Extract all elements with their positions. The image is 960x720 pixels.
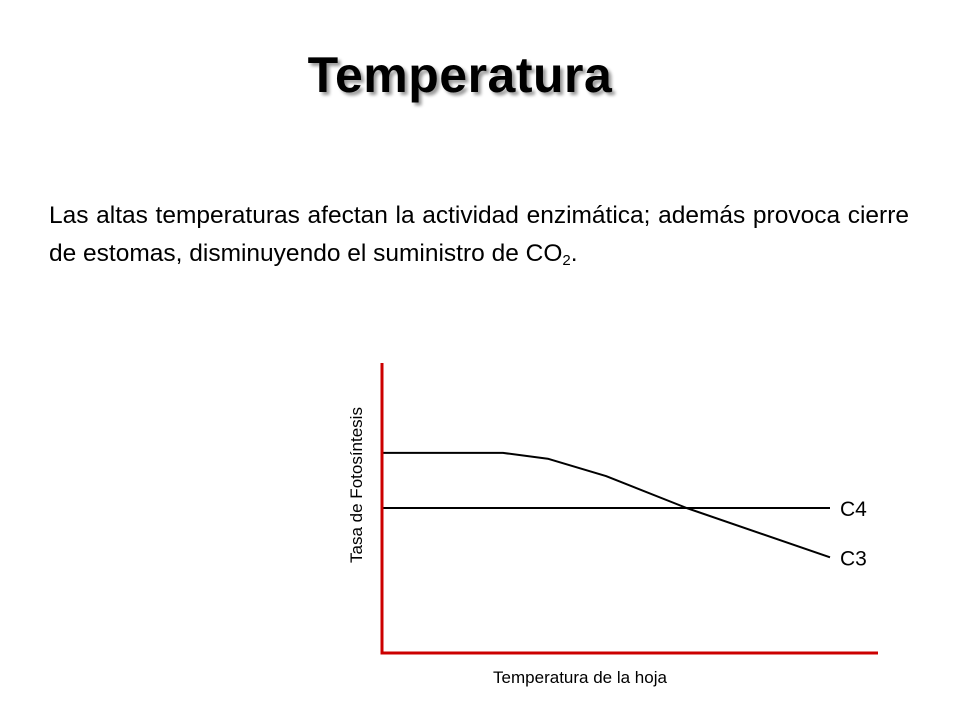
paragraph-text: Las altas temperaturas afectan la activi… <box>49 202 909 267</box>
label-layer: Temperatura de la hoja Tasa de Fotosínte… <box>347 407 667 687</box>
co2-subscript: 2 <box>562 252 571 269</box>
photosynthesis-chart: C3 C4 Temperatura de la hoja Tasa de Foto… <box>320 345 900 700</box>
slide-title: Temperatura <box>307 47 613 103</box>
series-label-c3: C3 <box>840 547 867 570</box>
body-paragraph: Las altas temperaturas afectan la activi… <box>49 197 909 273</box>
chart-svg: C3 C4 Temperatura de la hoja Tasa de Foto… <box>347 363 878 687</box>
y-axis-label: Tasa de Fotosíntesis <box>347 407 366 563</box>
paragraph-suffix: . <box>570 240 578 267</box>
series-layer: C3 C4 <box>382 451 867 570</box>
x-axis-label: Temperatura de la hoja <box>493 668 667 687</box>
axes-layer <box>380 363 878 655</box>
series-label-c4: C4 <box>840 498 867 521</box>
series-line-c3 <box>382 451 831 559</box>
